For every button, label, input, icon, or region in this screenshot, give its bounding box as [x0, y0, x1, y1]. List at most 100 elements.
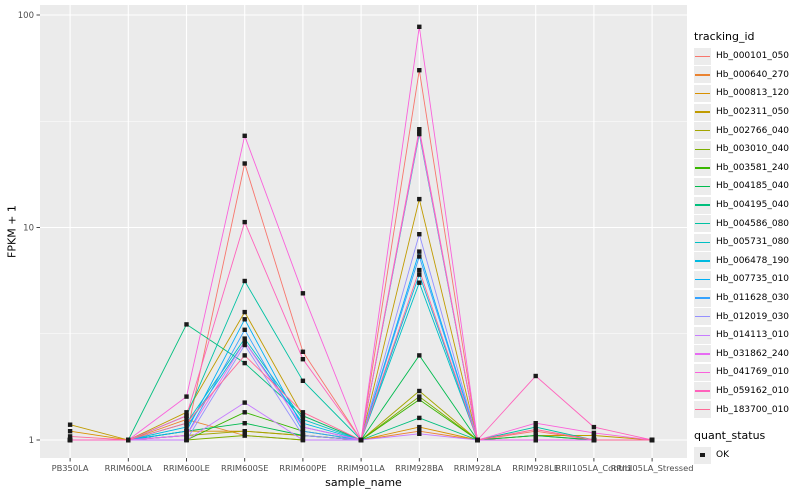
data-point [300, 291, 306, 296]
legend-item-Hb_183700_010: Hb_183700_010 [694, 400, 800, 419]
data-point [242, 410, 247, 415]
x-tick-label: RRII105LA_Stressed [611, 463, 694, 473]
line-key-icon [694, 382, 711, 400]
line-key-icon [694, 308, 711, 326]
data-point [67, 437, 73, 443]
data-point [242, 327, 247, 332]
legend-item-Hb_012019_030: Hb_012019_030 [694, 307, 800, 326]
legend-item-Hb_007735_010: Hb_007735_010 [694, 270, 800, 289]
legend-item-label: Hb_003010_040 [716, 144, 790, 155]
line-key-icon [694, 401, 711, 419]
data-point [591, 424, 597, 430]
legend-item-Hb_000640_270: Hb_000640_270 [694, 66, 800, 85]
data-point [242, 342, 247, 348]
legend-item-label: Hb_059162_010 [716, 385, 790, 396]
data-point [300, 349, 306, 354]
data-point [300, 357, 306, 362]
data-point [300, 433, 306, 438]
legend-item-Hb_004185_040: Hb_004185_040 [694, 177, 800, 196]
legend-item-label: Hb_012019_030 [716, 311, 790, 322]
legend-item-Hb_000101_050: Hb_000101_050 [694, 47, 800, 66]
data-point [417, 254, 422, 259]
line-key-icon [694, 233, 711, 251]
data-point [591, 437, 597, 443]
plot-panel [40, 5, 687, 458]
legend-quant-status: quant_status OK [694, 429, 800, 465]
legend-title-quant-status: quant_status [694, 428, 766, 442]
line-key-icon [694, 47, 711, 65]
legend-title-tracking-id: tracking_id [694, 30, 755, 43]
legend-item-label: OK [716, 450, 729, 461]
legend-item-label: Hb_014113_010 [716, 330, 790, 341]
legend-item-label: Hb_000813_120 [716, 88, 790, 99]
y-tick-label: 1 [29, 436, 34, 446]
data-point [242, 353, 247, 358]
data-point [591, 430, 597, 436]
legend-item-ok: OK [694, 446, 800, 465]
line-key-icon [694, 122, 711, 140]
y-axis-title: FPKM + 1 [5, 205, 19, 258]
line-key-icon [694, 252, 711, 270]
legend-item-label: Hb_000640_270 [716, 69, 790, 80]
data-point [533, 421, 538, 426]
line-key-icon [694, 196, 711, 214]
square-point-icon [694, 446, 711, 464]
x-tick-label: PB350LA [52, 463, 89, 473]
line-key-icon [694, 103, 711, 121]
legend-item-Hb_011628_030: Hb_011628_030 [694, 289, 800, 308]
line-key-icon [694, 270, 711, 288]
legend-item-label: Hb_031862_240 [716, 348, 790, 359]
data-point [184, 394, 189, 399]
data-point [67, 429, 73, 434]
legend-item-label: Hb_007735_010 [716, 274, 790, 285]
line-key-icon [694, 326, 711, 344]
data-point [417, 249, 422, 254]
x-tick-label: RRIM600SE [221, 463, 268, 473]
data-point [417, 415, 422, 421]
data-point [417, 394, 422, 399]
x-tick-label: RRIM928BA [395, 463, 444, 473]
data-point [417, 130, 422, 135]
data-point [242, 360, 247, 366]
line-key-icon [694, 159, 711, 177]
legend-item-Hb_041769_010: Hb_041769_010 [694, 363, 800, 382]
x-tick-label: RRII105LA_Control [555, 463, 632, 473]
y-tick-label: 10 [23, 224, 34, 234]
data-point [300, 429, 306, 434]
legend-item-Hb_006478_190: Hb_006478_190 [694, 252, 800, 271]
data-point [417, 196, 422, 202]
legend-item-Hb_000813_120: Hb_000813_120 [694, 84, 800, 103]
legend-item-label: Hb_003581_240 [716, 162, 790, 173]
data-point [417, 68, 422, 73]
data-point [475, 437, 480, 443]
data-point [591, 433, 597, 438]
data-point [300, 410, 306, 415]
legend-item-label: Hb_041769_010 [716, 367, 790, 378]
legend-items: Hb_000101_050 Hb_000640_270 Hb_000813_120 H… [694, 47, 800, 419]
data-point [649, 437, 655, 443]
legend-item-Hb_031862_240: Hb_031862_240 [694, 345, 800, 364]
data-point [184, 413, 189, 418]
legend-item-label: Hb_004195_040 [716, 200, 790, 211]
data-point [533, 373, 538, 379]
data-point [242, 429, 247, 434]
data-point [300, 424, 306, 430]
data-point [417, 24, 422, 29]
legend-item-label: Hb_002311_050 [716, 107, 790, 118]
legend-item-label: Hb_005731_080 [716, 237, 790, 248]
data-point [533, 437, 538, 443]
x-tick-label: RRIM600LE [163, 463, 210, 473]
data-point [417, 431, 422, 436]
x-tick-label: RRIM600PE [279, 463, 326, 473]
line-key-icon [694, 289, 711, 307]
legend-item-label: Hb_004586_080 [716, 218, 790, 229]
data-point [184, 421, 189, 426]
data-point [242, 336, 247, 341]
data-point [533, 427, 538, 432]
line-key-icon [694, 215, 711, 233]
data-point [417, 272, 422, 277]
data-point [184, 410, 189, 415]
x-tick-label: RRIM600LA [105, 463, 153, 473]
